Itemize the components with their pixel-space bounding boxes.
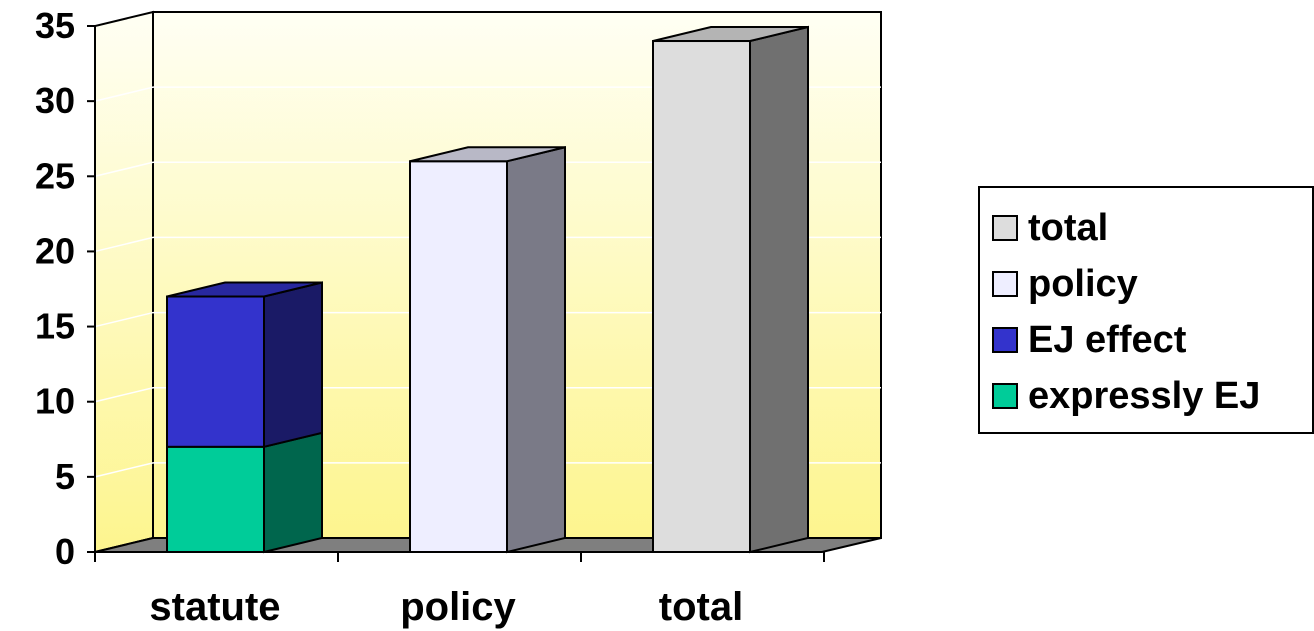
gridline <box>94 462 881 478</box>
bar-total-total-side <box>749 25 809 554</box>
bar-statute-ej-effect <box>166 281 323 449</box>
legend-label-expressly-ej: expressly EJ <box>1028 374 1261 417</box>
x-tick-labels: statute policy total <box>149 585 743 629</box>
y-tick-label: 20 <box>35 230 75 271</box>
legend-item-expressly-ej: expressly EJ <box>992 374 1260 418</box>
x-tick-label-total: total <box>659 585 743 629</box>
x-tick-label-statute: statute <box>149 585 280 629</box>
gridline <box>94 236 881 253</box>
bar-statute-ej-effect-top <box>166 281 323 298</box>
y-tick-label: 15 <box>35 306 75 347</box>
legend-item-policy: policy <box>992 262 1138 306</box>
gridline <box>94 161 881 178</box>
y-tick-label: 35 <box>35 5 75 46</box>
gridline <box>94 311 881 328</box>
legend-swatch-ej-effect <box>992 327 1018 353</box>
legend-item-ej-effect: EJ effect <box>992 318 1186 362</box>
bar-total-total-front <box>652 40 751 554</box>
y-tick-label: 25 <box>35 155 75 196</box>
gridline <box>94 86 881 102</box>
bar-policy-policy <box>409 145 566 554</box>
bar-statute-expressly-ej-front <box>166 445 265 553</box>
legend-label-policy: policy <box>1028 262 1138 305</box>
bar-policy-policy-top <box>409 146 566 163</box>
y-tick-label: 0 <box>55 531 75 572</box>
bar-policy-policy-front <box>409 160 508 553</box>
bar-total-total <box>652 25 809 554</box>
gridlines <box>94 86 881 478</box>
bar-statute-ej-effect-side <box>263 281 323 449</box>
x-tick-label-policy: policy <box>400 585 516 629</box>
axis-ticks <box>87 25 825 562</box>
gridline <box>94 386 881 403</box>
legend: total policy EJ effect expressly EJ <box>978 186 1314 434</box>
bars <box>166 25 809 554</box>
legend-item-total: total <box>992 206 1108 250</box>
y-tick-label: 30 <box>35 80 75 121</box>
y-tick-label: 5 <box>55 456 75 497</box>
legend-swatch-expressly-ej <box>992 383 1018 409</box>
bar-statute-ej-effect-front <box>166 295 265 448</box>
legend-swatch-policy <box>992 271 1018 297</box>
bar-total-total-top <box>652 26 809 43</box>
bar-statute-expressly-ej-side <box>263 431 323 554</box>
legend-label-total: total <box>1028 206 1109 249</box>
side-wall <box>94 10 154 554</box>
y-tick-labels: 0 5 10 15 20 25 30 35 <box>35 5 75 572</box>
bar-policy-policy-side <box>506 145 566 554</box>
bar-statute-expressly-ej <box>166 431 323 554</box>
y-tick-label: 10 <box>35 381 75 422</box>
legend-label-ej-effect: EJ effect <box>1028 318 1187 361</box>
legend-swatch-total <box>992 215 1018 241</box>
